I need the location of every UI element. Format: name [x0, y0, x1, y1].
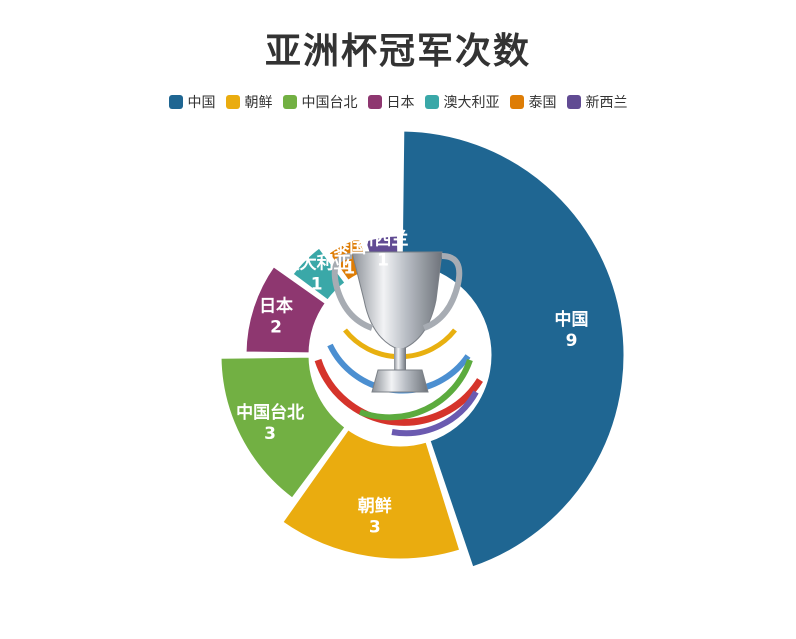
trophy-icon: [314, 251, 483, 437]
slice-value: 3: [264, 424, 276, 444]
slice-value: 1: [343, 258, 355, 278]
legend-swatch: [282, 95, 297, 109]
legend-label: 新西兰: [585, 95, 628, 111]
legend-item: 新西兰: [566, 92, 628, 112]
pie-slice: [280, 426, 463, 562]
slice-label: 朝鲜: [358, 495, 392, 516]
slice-label: 日本: [259, 296, 293, 317]
slice-label: 中国台北: [236, 402, 304, 423]
legend-swatch: [367, 95, 382, 109]
slice-value: 2: [270, 318, 282, 338]
legend-label: 朝鲜: [244, 95, 273, 111]
legend-label: 日本: [386, 95, 415, 111]
slice-value: 3: [369, 517, 381, 537]
legend-item: 泰国: [509, 92, 557, 112]
legend-label: 中国台北: [301, 95, 358, 111]
chart-title: 亚洲杯冠军次数: [264, 31, 531, 72]
pie-slice: [243, 263, 329, 356]
slice-label: 新西兰: [358, 229, 409, 250]
slice-label: 中国: [555, 309, 589, 330]
legend-item: 澳大利亚: [424, 92, 500, 112]
legend-label: 澳大利亚: [443, 95, 500, 111]
pie-slice: [218, 354, 348, 501]
slice-label: 澳大利亚: [283, 253, 351, 274]
legend-swatch: [168, 95, 183, 109]
pie-slices: [218, 128, 627, 570]
slice-value: 1: [311, 275, 323, 295]
legend-item: 中国台北: [282, 92, 358, 112]
legend-swatch: [566, 95, 581, 109]
legend-swatch: [509, 95, 524, 109]
pie-slice: [290, 245, 348, 303]
legend-label: 中国: [187, 95, 216, 111]
legend-swatch: [424, 95, 439, 109]
legend-label: 泰国: [528, 95, 557, 111]
legend: 中国 朝鲜 中国台北 日本 澳大利亚 泰国 新西兰: [0, 92, 796, 112]
legend-item: 中国: [168, 92, 216, 112]
legend-item: 朝鲜: [225, 92, 273, 112]
legend-item: 日本: [367, 92, 415, 112]
slice-label: 泰国: [332, 236, 366, 257]
slice-value: 9: [566, 331, 578, 351]
pie-slice: [399, 128, 627, 570]
slice-value: 1: [377, 251, 389, 271]
legend-swatch: [225, 95, 240, 109]
